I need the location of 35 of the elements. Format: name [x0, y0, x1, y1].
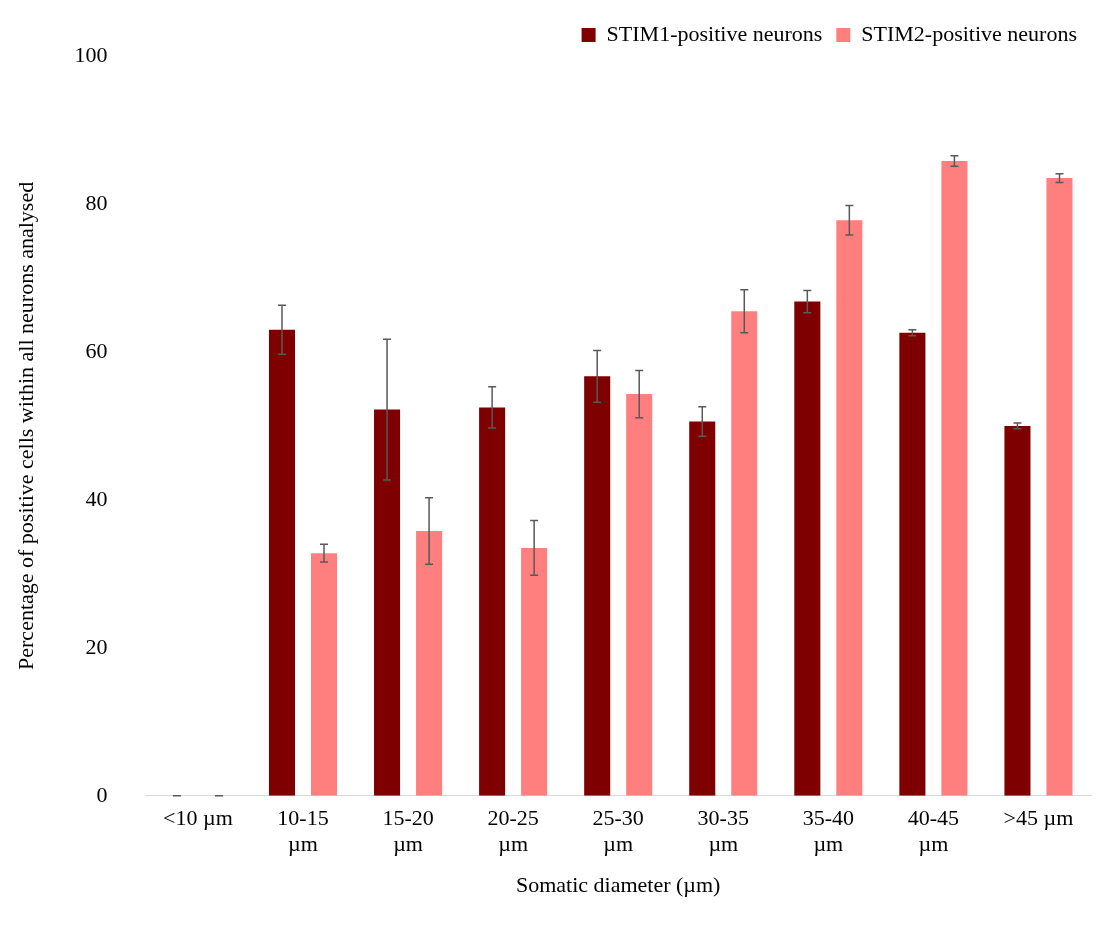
- y-tick-label: 100: [74, 41, 108, 67]
- bar: [794, 301, 821, 796]
- x-tick-label: 35-40 µm: [802, 804, 854, 857]
- bar: [268, 329, 296, 796]
- x-tick-label: 25-30 µm: [592, 804, 644, 857]
- bar: [1004, 425, 1031, 796]
- legend-label: STIM1-positive neurons: [606, 20, 823, 46]
- bar: [941, 161, 968, 796]
- bar: [416, 530, 443, 796]
- bar: [626, 394, 653, 796]
- y-axis-title: Percentage of positive cells within all neurons analysed: [12, 181, 38, 670]
- legend-label: STIM2-positive neurons: [861, 20, 1077, 46]
- bar: [479, 407, 506, 796]
- y-tick-label: 60: [85, 337, 108, 363]
- x-tick-label: 15-20 µm: [382, 804, 434, 857]
- x-tick-label: 10-15 µm: [277, 804, 329, 857]
- bar: [899, 332, 926, 796]
- bar: [731, 311, 758, 796]
- y-tick-label: 0: [96, 781, 108, 807]
- bar: [584, 376, 611, 796]
- bar: [689, 421, 716, 796]
- y-tick-label: 80: [85, 189, 108, 215]
- x-tick-label: >45 µm: [1003, 804, 1074, 830]
- x-tick-label: <10 µm: [163, 804, 233, 830]
- bar: [521, 547, 548, 796]
- bar: [374, 409, 401, 796]
- bar: [1046, 178, 1073, 796]
- y-tick-label: 40: [85, 485, 108, 511]
- x-tick-label: 20-25 µm: [487, 804, 539, 857]
- y-tick-label: 20: [85, 633, 108, 659]
- bar: [836, 220, 863, 796]
- x-tick-label: 30-35 µm: [697, 804, 749, 857]
- x-tick-label: 40-45 µm: [907, 804, 960, 857]
- bar: [310, 553, 338, 796]
- x-axis-title: Somatic diameter (µm): [515, 871, 721, 897]
